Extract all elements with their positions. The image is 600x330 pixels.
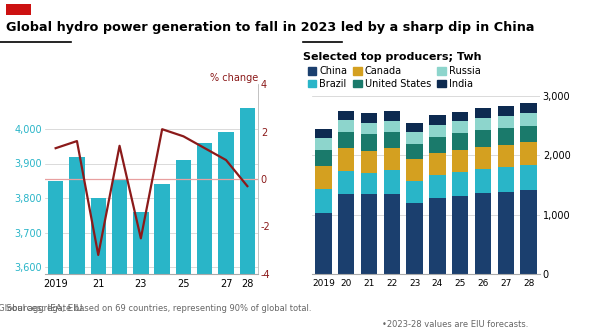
Bar	[315, 138, 332, 150]
Bar	[475, 108, 491, 118]
Bar	[338, 148, 355, 171]
Bar	[218, 132, 234, 330]
Bar	[69, 157, 85, 330]
Bar	[452, 133, 469, 150]
Bar	[112, 179, 127, 330]
Bar	[452, 196, 469, 274]
Bar	[406, 203, 423, 274]
Bar	[315, 189, 332, 213]
Bar	[406, 122, 423, 132]
Bar	[91, 198, 106, 330]
Text: % change: % change	[210, 73, 258, 83]
Bar	[475, 147, 491, 169]
Bar	[197, 143, 212, 330]
Bar	[520, 165, 537, 190]
Bar	[338, 171, 355, 194]
Bar	[383, 170, 400, 194]
Bar	[338, 111, 355, 120]
Text: Selected top producers; Twh: Selected top producers; Twh	[303, 52, 481, 62]
Bar	[520, 113, 537, 125]
Bar	[497, 192, 514, 274]
Bar	[338, 120, 355, 132]
Bar	[133, 212, 149, 330]
Bar	[429, 153, 446, 175]
Bar	[338, 132, 355, 148]
Bar	[383, 132, 400, 148]
Bar	[497, 128, 514, 145]
Bar	[361, 194, 377, 274]
Text: *Global aggregate based on 69 countries, representing 90% of global total.: *Global aggregate based on 69 countries,…	[0, 304, 312, 313]
Bar	[497, 145, 514, 167]
Bar	[520, 125, 537, 142]
Bar	[406, 159, 423, 182]
Bar	[406, 144, 423, 159]
Bar	[383, 121, 400, 132]
Text: Global hydro power generation to fall in 2023 led by a sharp dip in China: Global hydro power generation to fall in…	[6, 21, 535, 34]
Bar	[497, 167, 514, 192]
Bar	[429, 175, 446, 198]
Bar	[315, 129, 332, 138]
Bar	[154, 184, 170, 330]
Bar	[239, 108, 255, 330]
Bar	[383, 194, 400, 274]
Bar	[361, 151, 377, 173]
Bar	[429, 198, 446, 274]
Bar	[520, 103, 537, 113]
Bar	[315, 166, 332, 189]
Bar	[406, 182, 423, 203]
Bar	[315, 150, 332, 166]
Bar	[338, 194, 355, 274]
Bar	[475, 130, 491, 147]
Bar	[406, 132, 423, 144]
Bar	[361, 173, 377, 194]
Bar	[452, 121, 469, 133]
Bar	[176, 160, 191, 330]
Bar	[361, 122, 377, 134]
Bar	[497, 106, 514, 116]
Bar	[429, 124, 446, 137]
Legend: China, Brazil, Canada, United States, Russia, India: China, Brazil, Canada, United States, Ru…	[308, 66, 481, 89]
Bar	[497, 115, 514, 128]
Bar	[429, 115, 446, 124]
Bar	[520, 142, 537, 165]
Bar	[383, 111, 400, 121]
Bar	[429, 137, 446, 153]
Bar	[452, 112, 469, 121]
Bar	[315, 213, 332, 274]
Bar	[475, 169, 491, 193]
Text: Sources: IEA; EIU.: Sources: IEA; EIU.	[6, 304, 85, 313]
Text: •2023-28 values are EIU forecasts.: •2023-28 values are EIU forecasts.	[382, 320, 528, 329]
Bar	[361, 134, 377, 151]
Bar	[452, 172, 469, 196]
Bar	[475, 118, 491, 130]
Bar	[520, 190, 537, 274]
Bar	[452, 150, 469, 172]
Bar	[48, 181, 64, 330]
Bar	[361, 113, 377, 122]
Bar	[383, 148, 400, 170]
Bar	[475, 193, 491, 274]
